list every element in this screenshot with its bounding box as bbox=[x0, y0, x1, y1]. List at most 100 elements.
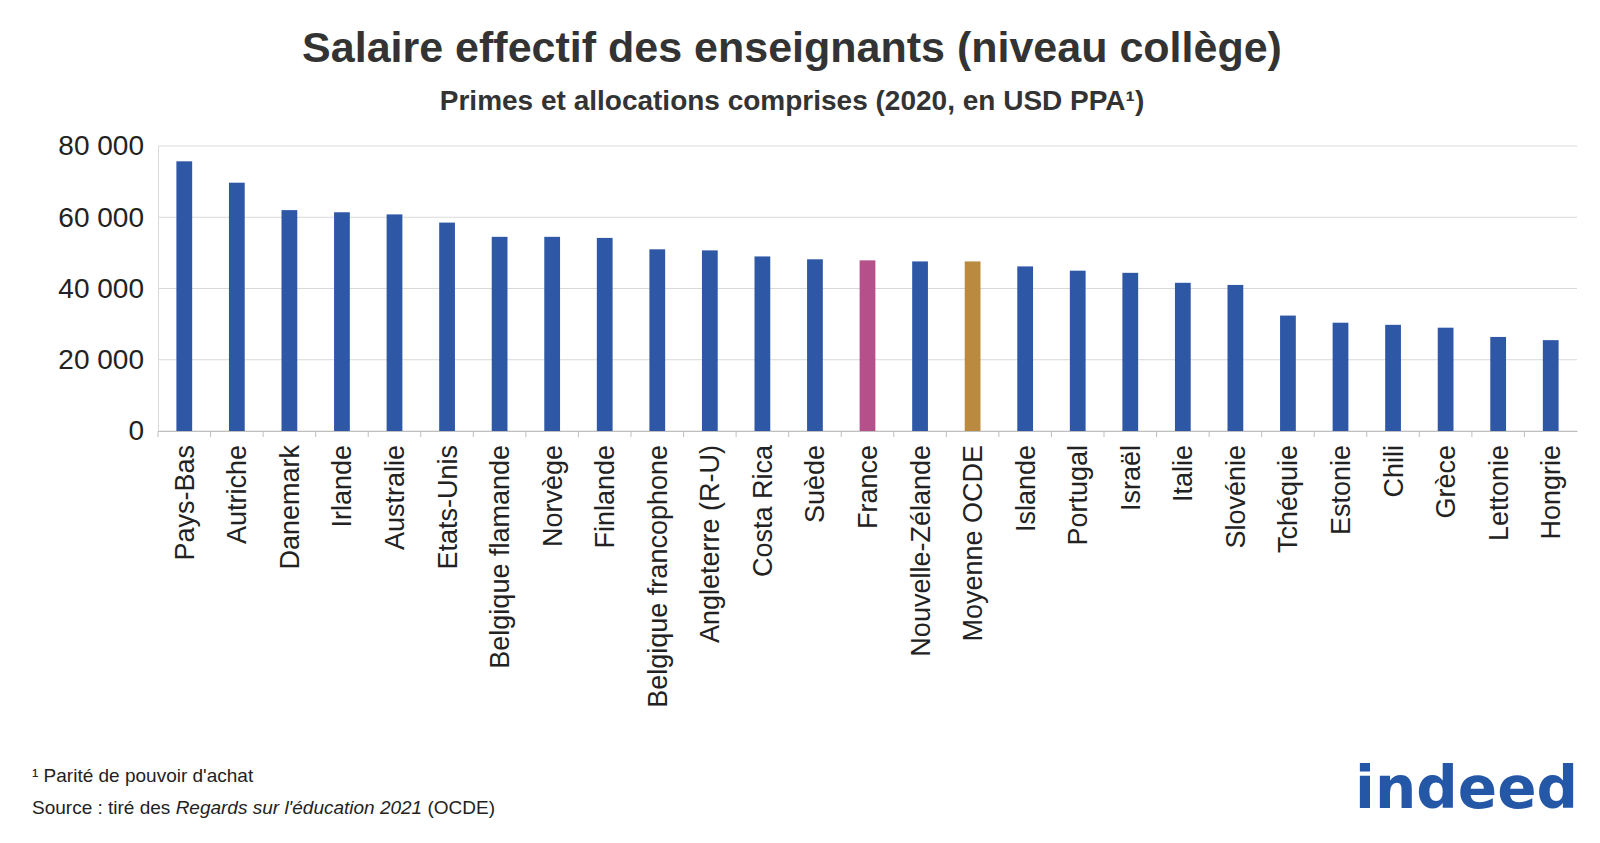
y-tick-label: 20 000 bbox=[58, 344, 144, 375]
x-tick-mark bbox=[893, 431, 894, 437]
bar bbox=[492, 237, 508, 431]
logo: indeed bbox=[1355, 754, 1578, 822]
grid bbox=[158, 146, 1577, 431]
x-tick-mark bbox=[1104, 431, 1105, 437]
x-tick: Pays-Bas bbox=[158, 431, 200, 561]
x-tick-label: Hongrie bbox=[1536, 445, 1566, 540]
x-tick-mark bbox=[1471, 431, 1472, 437]
bar bbox=[649, 249, 665, 431]
title: Salaire effectif des enseignants (niveau… bbox=[302, 23, 1282, 71]
bar bbox=[1228, 285, 1244, 431]
x-tick: Tchéquie bbox=[1262, 431, 1304, 553]
x-tick-label: Danemark bbox=[275, 445, 305, 570]
bar bbox=[1490, 337, 1506, 431]
x-tick-mark bbox=[1314, 431, 1315, 437]
bar bbox=[702, 250, 718, 431]
y-tick: 40 000 bbox=[58, 273, 158, 304]
x-tick-label: Belgique flamande bbox=[485, 445, 515, 669]
x-tick-mark bbox=[1524, 431, 1525, 437]
x-tick-mark bbox=[420, 431, 421, 437]
grid-line bbox=[158, 217, 1577, 218]
x-tick-label: Tchéquie bbox=[1273, 445, 1303, 553]
grid-line bbox=[158, 146, 1577, 147]
x-tick-mark bbox=[1419, 431, 1420, 437]
source: Source : tiré des Regards sur l'éducatio… bbox=[32, 797, 495, 818]
x-tick: Israël bbox=[1104, 431, 1146, 511]
x-tick: Slovénie bbox=[1209, 431, 1251, 549]
x-tick: Italie bbox=[1157, 431, 1199, 502]
x-tick: Autriche bbox=[211, 431, 253, 544]
bar bbox=[1543, 340, 1559, 431]
x-tick-mark bbox=[578, 431, 579, 437]
x-tick-label: Chili bbox=[1379, 445, 1409, 498]
x-tick: Nouvelle-Zélande bbox=[894, 431, 936, 657]
x-tick-mark bbox=[158, 431, 159, 437]
x-tick-label: Slovénie bbox=[1221, 445, 1251, 549]
bar bbox=[1280, 316, 1296, 431]
x-tick-mark bbox=[946, 431, 947, 437]
x-tick: Norvège bbox=[526, 431, 568, 547]
x-tick-label: Australie bbox=[380, 445, 410, 550]
bar bbox=[544, 237, 560, 431]
x-tick-mark bbox=[1261, 431, 1262, 437]
x-axis-line bbox=[159, 431, 1578, 432]
x-tick-label: Angleterre (R-U) bbox=[695, 445, 725, 643]
bar bbox=[912, 261, 928, 431]
subtitle: Primes et allocations comprises (2020, e… bbox=[440, 85, 1144, 116]
y-tick-label: 80 000 bbox=[58, 130, 144, 161]
x-tick: Chili bbox=[1367, 431, 1409, 498]
bar bbox=[229, 183, 245, 431]
x-tick: Australie bbox=[368, 431, 410, 550]
x-tick-label: Nouvelle-Zélande bbox=[906, 445, 936, 657]
bar bbox=[1175, 283, 1191, 431]
x-tick-label: Suède bbox=[800, 445, 830, 523]
x-tick-label: Islande bbox=[1011, 445, 1041, 532]
y-tick-label: 40 000 bbox=[58, 273, 144, 304]
x-tick: Suède bbox=[789, 431, 831, 523]
x-tick: Costa Rica bbox=[736, 431, 778, 577]
x-tick-label: Costa Rica bbox=[748, 444, 778, 577]
x-tick-mark bbox=[525, 431, 526, 437]
x-tick-label: Norvège bbox=[538, 445, 568, 547]
source-part: (OCDE) bbox=[422, 797, 495, 818]
x-tick-mark bbox=[315, 431, 316, 437]
x-tick-mark bbox=[1156, 431, 1157, 437]
x-tick-mark bbox=[683, 431, 684, 437]
x-tick-mark bbox=[631, 431, 632, 437]
bar bbox=[755, 256, 771, 431]
x-tick-mark bbox=[368, 431, 369, 437]
x-tick: Etats-Unis bbox=[421, 431, 463, 570]
x-tick-mark bbox=[788, 431, 789, 437]
x-tick-mark bbox=[1051, 431, 1052, 437]
footnote: ¹ Parité de pouvoir d'achat bbox=[32, 765, 254, 786]
x-tick-label: Italie bbox=[1168, 445, 1198, 502]
bar bbox=[965, 261, 981, 431]
y-tick: 20 000 bbox=[58, 344, 158, 375]
x-axis: Pays-Bas Autriche Danemark Irlande Australie… bbox=[158, 431, 1578, 708]
bar bbox=[387, 214, 403, 431]
bar bbox=[176, 161, 192, 431]
x-tick: Angleterre (R-U) bbox=[684, 431, 726, 643]
y-tick: 80 000 bbox=[58, 130, 158, 161]
bar bbox=[1385, 325, 1401, 431]
bars bbox=[176, 161, 1558, 431]
chart: Salaire effectif des enseignants (niveau… bbox=[0, 0, 1600, 843]
x-tick: Finlande bbox=[578, 431, 620, 549]
bar bbox=[282, 210, 298, 431]
y-tick-label: 0 bbox=[128, 415, 144, 446]
bar bbox=[1438, 328, 1454, 431]
x-tick: Grèce bbox=[1419, 431, 1461, 519]
x-tick: Belgique flamande bbox=[473, 431, 515, 669]
y-axis: 0 20 000 40 000 60 000 80 000 bbox=[58, 130, 158, 446]
x-tick: Belgique francophone bbox=[631, 431, 673, 708]
bar bbox=[1070, 271, 1086, 431]
x-tick: Hongrie bbox=[1524, 431, 1566, 540]
bar bbox=[1122, 273, 1138, 431]
y-tick: 60 000 bbox=[58, 202, 158, 233]
x-tick: Irlande bbox=[316, 431, 358, 528]
y-tick: 0 bbox=[128, 415, 158, 446]
x-tick-label: Finlande bbox=[590, 445, 620, 549]
x-tick-label: Belgique francophone bbox=[643, 445, 673, 708]
x-tick-label: Portugal bbox=[1063, 445, 1093, 546]
bar bbox=[1017, 266, 1033, 431]
